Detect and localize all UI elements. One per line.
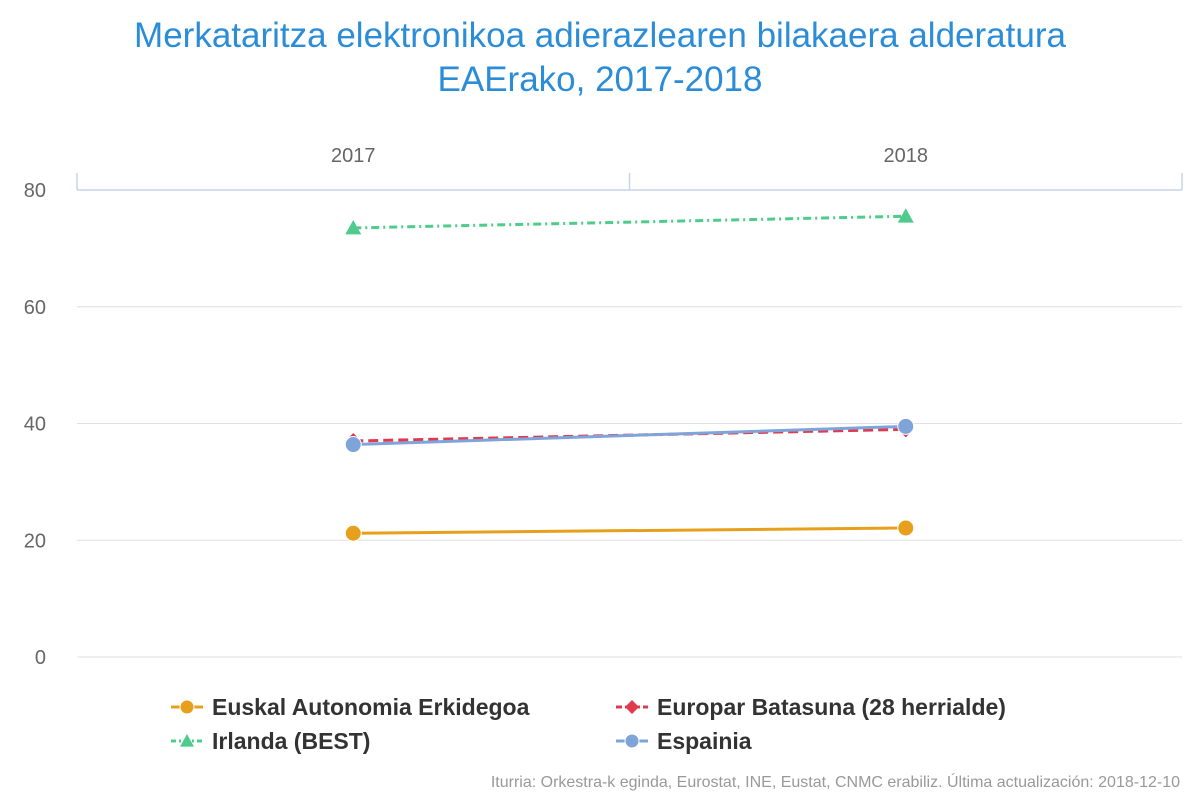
chart-title: Merkataritza elektronikoa adierazlearen …: [0, 14, 1200, 102]
legend-marker: [180, 734, 194, 747]
y-tick-label-0: 0: [35, 647, 46, 669]
x-tick-label-2018: 2018: [884, 145, 929, 167]
series-line-irlanda-best: [353, 214, 906, 230]
data-point-espainia-2018: [897, 417, 915, 435]
chart-title-line-1: Merkataritza elektronikoa adierazlearen …: [134, 16, 1066, 55]
data-point-euskal-autonomia-erkidegoa-2018: [897, 519, 915, 537]
data-point-euskal-autonomia-erkidegoa-2017: [344, 524, 362, 542]
data-point-irlanda-best-2017: [345, 219, 362, 235]
legend-item-europar-batasuna-28-herrialde[interactable]: Europar Batasuna (28 herrialde): [615, 690, 1006, 724]
chart-title-line-2: EAErako, 2017-2018: [437, 60, 763, 99]
legend-item-irlanda-best[interactable]: Irlanda (BEST): [170, 724, 370, 758]
legend-symbol-euskal-autonomia-erkidegoa: [171, 699, 203, 715]
legend-label: Europar Batasuna (28 herrialde): [657, 693, 1006, 720]
legend-item-euskal-autonomia-erkidegoa[interactable]: Euskal Autonomia Erkidegoa: [170, 690, 529, 724]
legend-marker: [624, 733, 640, 749]
series-euskal-autonomia-erkidegoa: [344, 519, 915, 542]
legend-marker: [179, 699, 195, 715]
y-tick-label-20: 20: [24, 530, 46, 552]
legend-item-espainia[interactable]: Espainia: [615, 724, 752, 758]
legend-marker: [625, 700, 639, 714]
series-irlanda-best: [345, 208, 914, 235]
legend-symbol-irlanda-best: [171, 734, 203, 747]
series-line-euskal-autonomia-erkidegoa: [353, 526, 906, 535]
y-tick-label-40: 40: [24, 414, 46, 436]
legend-symbol-europar-batasuna-28-herrialde: [616, 700, 648, 714]
legend-label: Euskal Autonomia Erkidegoa: [212, 693, 530, 720]
data-point-irlanda-best-2018: [897, 208, 914, 223]
series-line-espainia: [353, 424, 906, 447]
data-point-espainia-2017: [344, 436, 362, 454]
legend-label: Irlanda (BEST): [212, 727, 371, 754]
source-note: Iturria: Orkestra-k eginda, Eurostat, IN…: [490, 774, 1180, 791]
y-tick-label-80: 80: [24, 180, 46, 202]
series-espainia: [344, 417, 915, 454]
legend-symbol-espainia: [616, 733, 648, 749]
x-tick-label-2017: 2017: [331, 145, 376, 167]
y-tick-label-60: 60: [24, 297, 46, 319]
legend-label: Espainia: [657, 727, 752, 754]
